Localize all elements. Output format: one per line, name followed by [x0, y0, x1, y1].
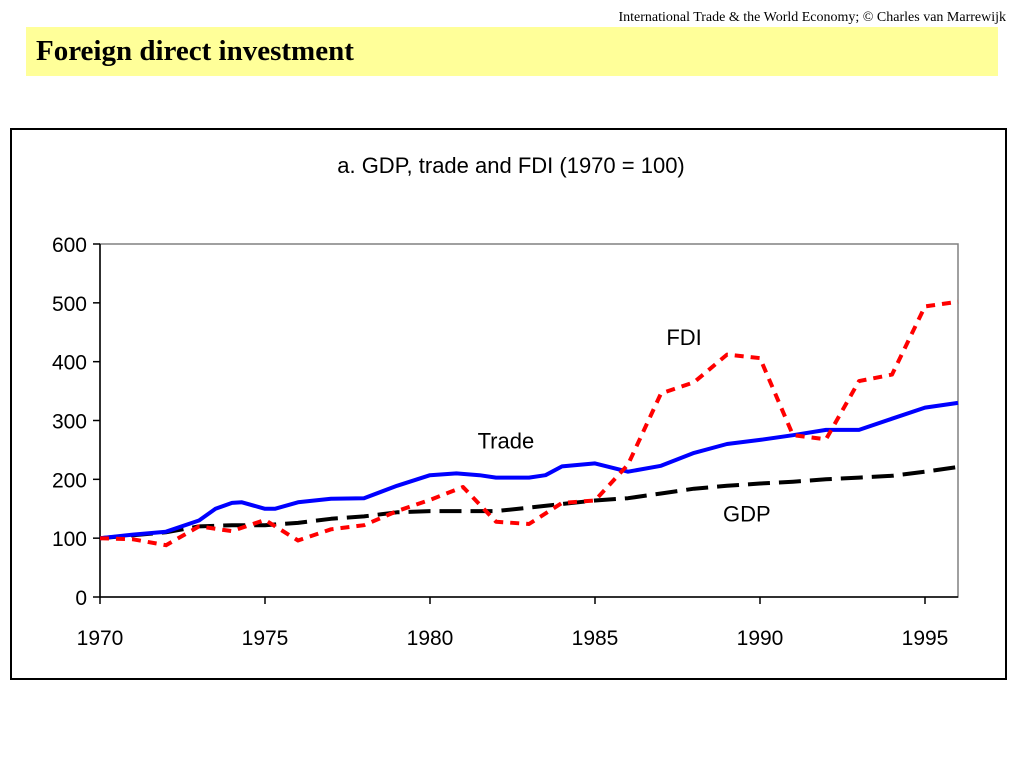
series-annotations: FDI Trade GDP — [478, 325, 771, 527]
x-tick-label: 1985 — [572, 627, 619, 650]
series-line-gdp — [99, 465, 959, 541]
annotation-gdp: GDP — [723, 502, 771, 527]
x-tick-label: 1975 — [242, 627, 289, 650]
title-band: Foreign direct investment — [26, 27, 998, 76]
axis-ticks: 0 100 200 300 400 500 600 1970 1975 1980 1985 1990 1… — [52, 234, 948, 650]
plot-area — [99, 243, 959, 598]
x-tick-label: 1970 — [77, 627, 124, 650]
y-tick-label: 600 — [52, 234, 87, 257]
x-tick-label: 1995 — [902, 627, 949, 650]
y-tick-label: 500 — [52, 293, 87, 316]
y-tick-label: 100 — [52, 528, 87, 551]
x-tick-label: 1980 — [407, 627, 454, 650]
y-tick-label: 200 — [52, 469, 87, 492]
y-tick-label: 400 — [52, 352, 87, 375]
series-lines — [99, 299, 959, 548]
annotation-fdi: FDI — [666, 325, 701, 350]
annotation-trade: Trade — [478, 429, 535, 454]
y-tick-label: 0 — [75, 587, 87, 610]
series-line-fdi — [99, 299, 959, 548]
y-tick-label: 300 — [52, 411, 87, 434]
series-line-trade — [99, 400, 959, 541]
x-tick-label: 1990 — [737, 627, 784, 650]
chart-frame — [10, 128, 1007, 680]
slide-title: Foreign direct investment — [36, 35, 354, 67]
chart-title: a. GDP, trade and FDI (1970 = 100) — [337, 153, 685, 178]
slide-credit: International Trade & the World Economy;… — [618, 10, 1006, 25]
